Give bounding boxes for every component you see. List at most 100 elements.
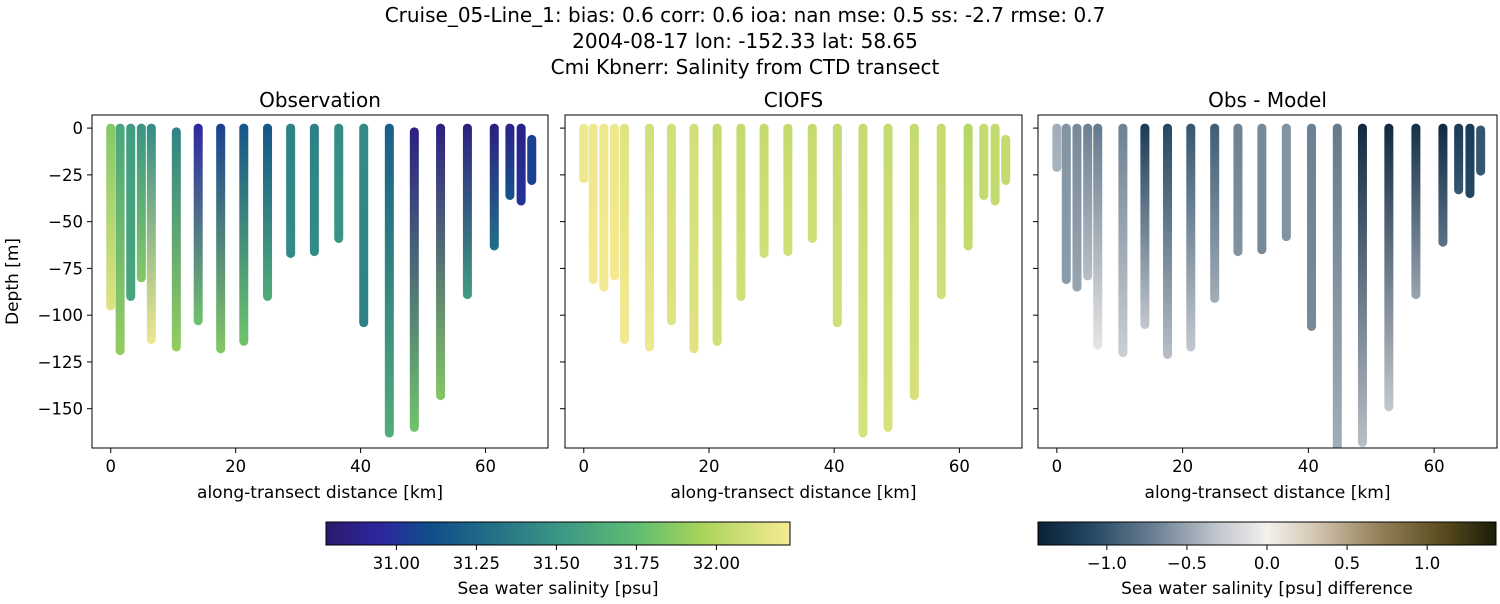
casts <box>106 123 537 438</box>
axes-frame <box>564 114 1023 449</box>
cast-profile <box>1233 123 1243 257</box>
cast-profile <box>1052 123 1062 172</box>
cast-profile <box>1118 123 1128 358</box>
cast-profile <box>858 123 868 438</box>
y-tick-label: −125 <box>38 353 83 372</box>
cast-profile <box>1281 123 1291 242</box>
x-tick-label: 0 <box>1052 457 1063 476</box>
figure-title-line-1: Cruise_05-Line_1: bias: 0.6 corr: 0.6 io… <box>385 3 1106 27</box>
panel-obs-model: Obs - Model 0 20 40 60 along-transect distanc… <box>1033 88 1498 503</box>
x-tick-label: 40 <box>824 457 845 476</box>
cast-profile <box>588 123 598 285</box>
y-tick-label: −100 <box>38 306 83 325</box>
cast-profile <box>979 123 989 200</box>
subplot-title: CIOFS <box>764 88 823 112</box>
x-tick-label: 0 <box>105 457 116 476</box>
colorbar-tick-label: 31.25 <box>453 554 500 573</box>
x-axis-label: along-transect distance [km] <box>197 483 443 503</box>
y-tick-label: −150 <box>38 400 83 419</box>
panel-ciofs: CIOFS 0 20 40 60 along-transect distance [km] <box>560 88 1023 503</box>
colorbar-tick-label: 31.75 <box>613 554 660 573</box>
cast-profile <box>136 123 146 283</box>
cast-profile <box>883 123 893 432</box>
cast-profile <box>309 123 319 257</box>
cast-profile <box>1072 123 1082 292</box>
colorbar-gradient <box>1037 521 1497 546</box>
colorbar-tick-label: 1.0 <box>1414 554 1440 573</box>
cast-profile <box>146 123 156 344</box>
cast-profile <box>1210 123 1220 303</box>
cast-profile <box>1093 123 1103 350</box>
colorbar-tick-label: 31.00 <box>373 554 420 573</box>
cast-profile <box>1307 123 1317 331</box>
y-tick-label: 0 <box>73 119 84 138</box>
colorbar-tick-label: 0.5 <box>1334 554 1360 573</box>
cast-profile <box>286 123 296 258</box>
cast-profile <box>609 123 619 281</box>
cast-profile <box>1061 123 1071 285</box>
cast-profile <box>115 123 125 356</box>
cast-profile <box>505 123 515 200</box>
cast-profile <box>1083 123 1093 281</box>
cast-profile <box>1357 123 1367 447</box>
cast-profile <box>359 123 369 328</box>
figure-title-line-2: 2004-08-17 lon: -152.33 lat: 58.65 <box>572 29 918 53</box>
cast-profile <box>1257 123 1267 255</box>
y-tick-label: −50 <box>48 213 83 232</box>
colorbar-gradient <box>325 521 791 546</box>
colorbar-label: Sea water salinity [psu] difference <box>1121 579 1413 599</box>
y-tick-label: −75 <box>48 259 83 278</box>
colorbar-tick-label: −1.0 <box>1087 554 1127 573</box>
cast-profile <box>489 123 499 251</box>
cast-profile <box>1438 123 1448 247</box>
cast-profile <box>1186 123 1196 352</box>
cast-profile <box>436 123 446 401</box>
cast-profile <box>759 123 769 258</box>
cast-profile <box>239 123 249 346</box>
cast-profile <box>527 134 537 185</box>
cast-profile <box>689 123 699 354</box>
cast-profile <box>462 123 472 300</box>
cast-profile <box>807 123 817 243</box>
y-axis-label: Depth [m] <box>3 238 23 325</box>
casts <box>1052 123 1486 448</box>
cast-profile <box>579 123 589 184</box>
y-tick-label: −25 <box>48 166 83 185</box>
cast-profile <box>599 123 609 292</box>
cast-profile <box>1163 123 1173 359</box>
casts <box>579 123 1011 438</box>
x-tick-label: 20 <box>698 457 719 476</box>
cast-profile <box>1465 123 1475 199</box>
cast-profile <box>619 123 629 344</box>
x-tick-label: 60 <box>475 457 496 476</box>
panel-observation: Observation 0 20 40 60 0 −25 −50 −75 −100 −125 −150… <box>3 88 549 503</box>
x-axis-label: along-transect distance [km] <box>1145 483 1391 503</box>
cast-profile <box>384 123 394 438</box>
subplot-title: Observation <box>259 88 381 112</box>
cast-profile <box>409 127 419 432</box>
x-tick-label: 40 <box>350 457 371 476</box>
colorbar-label: Sea water salinity [psu] <box>458 579 659 599</box>
axes-frame <box>1037 114 1498 449</box>
cast-profile <box>712 123 722 346</box>
axes-frame <box>91 114 549 449</box>
colorbar-tick-label: 0.0 <box>1254 554 1280 573</box>
cast-profile <box>263 123 273 301</box>
x-tick-label: 20 <box>225 457 246 476</box>
x-tick-label: 40 <box>1298 457 1319 476</box>
cast-profile <box>334 123 344 243</box>
cast-profile <box>990 123 1000 206</box>
x-axis-label: along-transect distance [km] <box>671 483 917 503</box>
subplot-title: Obs - Model <box>1208 88 1327 112</box>
cast-profile <box>1476 125 1486 176</box>
cast-profile <box>1140 123 1150 330</box>
cast-profile <box>963 123 973 251</box>
cast-profile <box>736 123 746 301</box>
colorbar-tick-label: 31.50 <box>533 554 580 573</box>
cast-profile <box>832 123 842 328</box>
cast-profile <box>783 123 793 257</box>
colorbar-tick-label: −0.5 <box>1167 554 1207 573</box>
cast-profile <box>126 123 136 301</box>
